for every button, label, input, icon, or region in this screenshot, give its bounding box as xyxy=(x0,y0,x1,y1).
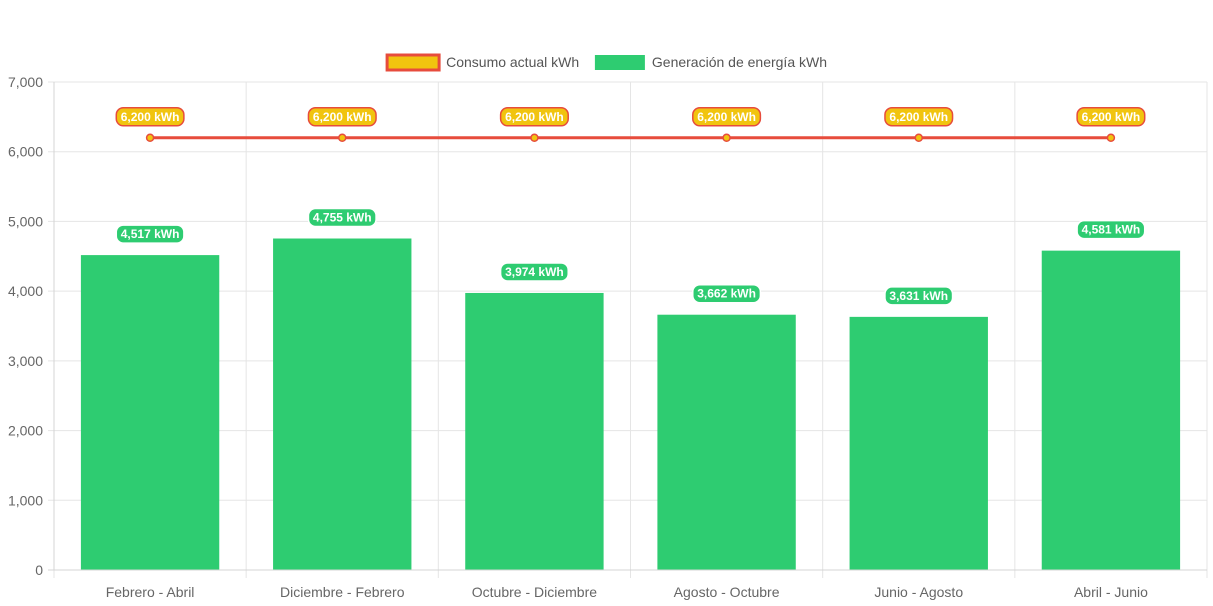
line-data-label: 6,200 kWh xyxy=(505,110,564,124)
line-point xyxy=(1106,133,1116,143)
bar xyxy=(80,255,220,570)
bar-data-label: 3,662 kWh xyxy=(697,287,756,301)
line-data-label-bg xyxy=(692,107,762,127)
y-tick-label: 4,000 xyxy=(8,283,43,299)
bar xyxy=(849,316,988,570)
line-series xyxy=(145,133,1116,143)
x-tick-label: Febrero - Abril xyxy=(106,584,195,600)
bar-data-label: 4,517 kWh xyxy=(121,227,180,241)
bar xyxy=(1041,250,1181,570)
bar-data-label-bg xyxy=(1076,219,1146,240)
bar-data-label-bg xyxy=(307,207,377,228)
line-data-label: 6,200 kWh xyxy=(121,110,180,124)
y-tick-label: 5,000 xyxy=(8,213,43,229)
bar-data-label: 4,581 kWh xyxy=(1082,223,1141,237)
line-data-label: 6,200 kWh xyxy=(889,110,948,124)
bar-data-label: 3,631 kWh xyxy=(889,289,948,303)
line-data-label-bg xyxy=(499,107,569,127)
line-data-label: 6,200 kWh xyxy=(1082,110,1141,124)
grid xyxy=(48,81,1208,578)
legend-swatch xyxy=(594,55,645,70)
legend-label: Consumo actual kWh xyxy=(446,54,579,70)
bar-data-label: 3,974 kWh xyxy=(505,265,564,279)
y-tick-label: 3,000 xyxy=(8,353,43,369)
y-tick-label: 0 xyxy=(35,562,43,578)
bar-series xyxy=(80,238,1181,570)
axes: 0 1,000 2,000 3,000 4,000 5,000 6,000 7,000 Febr… xyxy=(8,74,1207,600)
bar-data-label-bg xyxy=(884,286,954,306)
legend: Consumo actual kWh Generación de energía … xyxy=(385,53,827,72)
line-point xyxy=(530,133,539,143)
bar-data-label-bg xyxy=(499,262,569,282)
bar-data-label-bg xyxy=(692,283,762,304)
y-tick-label: 6,000 xyxy=(8,144,43,160)
y-tick-label: 1,000 xyxy=(8,492,43,508)
line-data-label-bg xyxy=(307,107,377,127)
line-data-label-bg xyxy=(1076,107,1146,127)
bar xyxy=(657,314,796,570)
y-tick-label: 7,000 xyxy=(8,74,43,90)
x-tick-label: Abril - Junio xyxy=(1074,584,1148,600)
line-point xyxy=(914,133,923,143)
x-tick-label: Diciembre - Febrero xyxy=(280,584,405,600)
x-tick-label: Junio - Agosto xyxy=(874,584,963,600)
line-data-label: 6,200 kWh xyxy=(313,110,372,124)
legend-swatch xyxy=(385,53,441,72)
line-point xyxy=(145,133,155,143)
line-data-label-bg xyxy=(884,107,954,127)
x-tick-label: Agosto - Octubre xyxy=(674,584,780,600)
bar xyxy=(273,238,412,570)
line-data-label: 6,200 kWh xyxy=(697,110,756,124)
bar-data-label: 4,755 kWh xyxy=(313,211,372,225)
line-data-label-bg xyxy=(115,107,185,127)
bar xyxy=(465,292,604,570)
line-point xyxy=(338,133,347,143)
line-point xyxy=(722,133,731,143)
bar-data-label-bg xyxy=(115,224,185,244)
y-tick-label: 2,000 xyxy=(8,423,43,439)
data-labels: 4,517 kWh 4,755 kWh 3,974 kWh 3,662 kWh 3,63… xyxy=(115,107,1146,306)
x-tick-label: Octubre - Diciembre xyxy=(472,584,597,600)
legend-label: Generación de energía kWh xyxy=(652,54,827,70)
